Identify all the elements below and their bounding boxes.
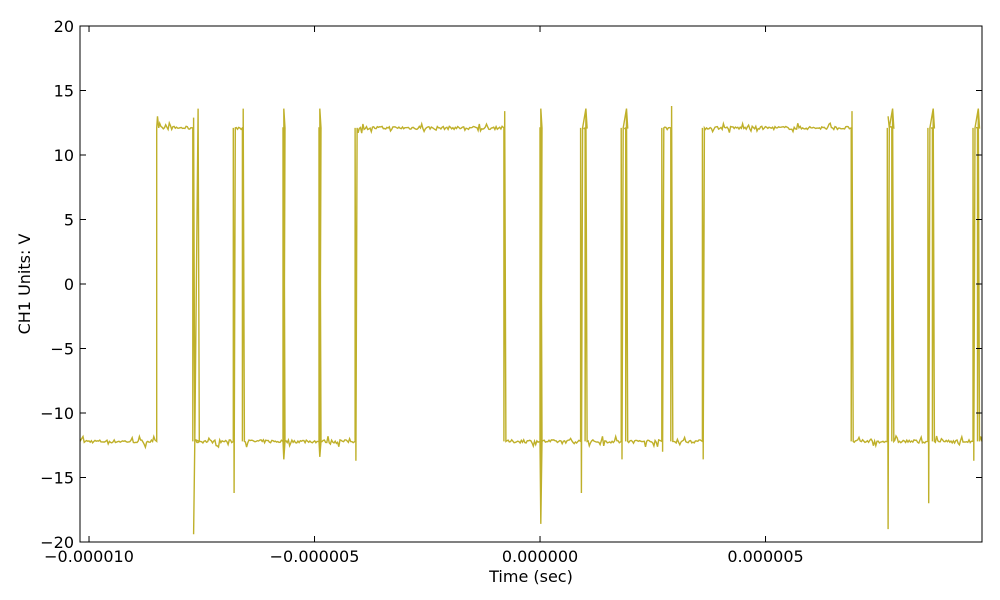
- x-axis-ticks: −0.000010 −0.000005 0.000000 0.000005: [44, 26, 804, 566]
- x-axis-label: Time (sec): [488, 567, 573, 586]
- y-tick-label: −20: [40, 533, 74, 552]
- y-axis-label: CH1 Units: V: [15, 234, 34, 335]
- y-tick-label: −5: [50, 340, 74, 359]
- x-tick-label: 0.000000: [502, 547, 578, 566]
- y-tick-label: 5: [64, 211, 74, 230]
- y-tick-label: 20: [54, 17, 74, 36]
- y-tick-label: −15: [40, 469, 74, 488]
- y-tick-label: 0: [64, 275, 74, 294]
- series-line-ch1: [79, 105, 983, 535]
- y-tick-label: −10: [40, 404, 74, 423]
- x-tick-label: −0.000005: [270, 547, 360, 566]
- y-axis-ticks: −20 −15 −10 −5 0 5 10 15 20: [40, 17, 982, 552]
- plot-area: [79, 105, 983, 535]
- x-tick-label: 0.000005: [727, 547, 803, 566]
- x-tick-label: −0.000010: [44, 547, 134, 566]
- y-tick-label: 10: [54, 146, 74, 165]
- y-tick-label: 15: [54, 82, 74, 101]
